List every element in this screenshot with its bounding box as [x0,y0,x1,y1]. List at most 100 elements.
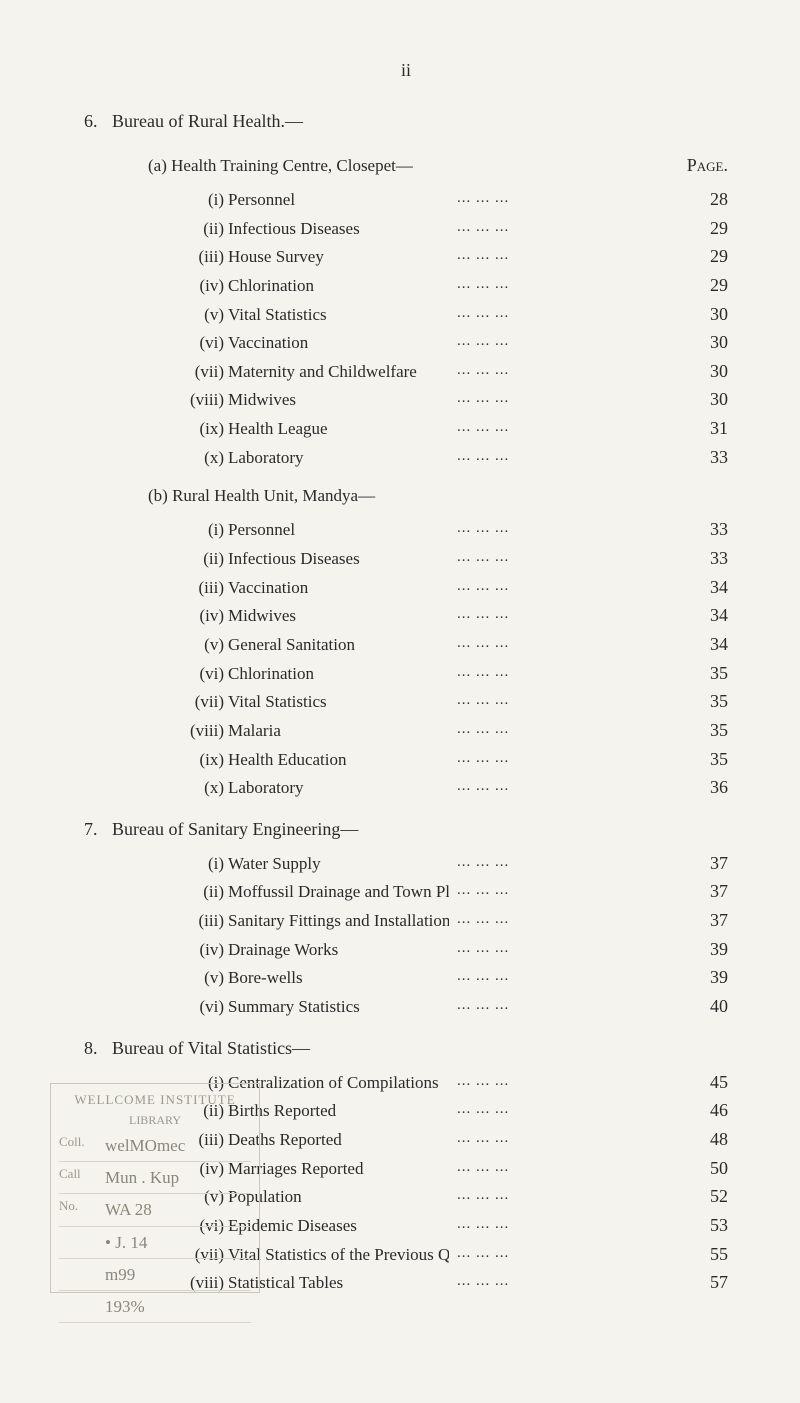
item-page-number: 39 [686,936,728,962]
item-label: Births Reported [228,1099,449,1124]
item-label: Vaccination [228,331,449,356]
item-label: Laboratory [228,776,449,801]
item-label: Vital Statistics [228,303,449,328]
item-roman: (ix) [176,417,228,442]
item-label: Chlorination [228,274,449,299]
item-page-number: 29 [686,272,728,298]
stamp-line2: LIBRARY [59,1111,251,1130]
leader-dots [457,1128,678,1145]
toc-item-row: (iii) Sanitary Fittings and Installation… [176,907,728,934]
leader-dots [457,852,678,869]
stamp-row-value: 193% [105,1293,251,1320]
item-roman: (viii) [176,388,228,413]
item-label: Vaccination [228,576,449,601]
stamp-row: • J. 14 [59,1227,251,1259]
item-page-number: 57 [686,1269,728,1295]
item-roman: (i) [176,518,228,543]
item-roman: (iii) [176,576,228,601]
item-label: Personnel [228,518,449,543]
library-stamp: WELLCOME INSTITUTE LIBRARY Coll.welMOmec… [50,1083,260,1293]
leader-dots [457,748,678,765]
section-title: Bureau of Vital Statistics— [112,1038,728,1059]
stamp-row-label: No. [59,1196,99,1223]
item-page-number: 53 [686,1212,728,1238]
leader-dots [457,331,678,348]
leader-dots [457,446,678,463]
toc-item-row: (ix) Health League 31 [176,415,728,442]
toc-item-row: (x) Laboratory36 [176,774,728,801]
section-number: 8. [84,1038,112,1059]
item-label: House Survey [228,245,449,270]
item-roman: (v) [176,966,228,991]
item-roman: (vii) [176,690,228,715]
item-page-number: 34 [686,631,728,657]
item-label: Laboratory [228,446,449,471]
item-roman: (iii) [176,909,228,934]
leader-dots [457,303,678,320]
item-label: Personnel [228,188,449,213]
stamp-row-label [59,1293,99,1320]
leader-dots [457,274,678,291]
item-page-number: 35 [686,688,728,714]
toc-item-row: (vii) Vital Statistics 35 [176,688,728,715]
leader-dots [457,633,678,650]
item-page-number: 39 [686,964,728,990]
leader-dots [457,995,678,1012]
item-roman: (iv) [176,604,228,629]
item-roman: (i) [176,852,228,877]
leader-dots [457,547,678,564]
stamp-row-label: Call [59,1164,99,1191]
item-page-number: 30 [686,358,728,384]
item-label: Drainage Works [228,938,449,963]
item-page-number: 36 [686,774,728,800]
stamp-row-label [59,1229,99,1256]
item-label: Health League [228,417,449,442]
leader-dots [457,880,678,897]
leader-dots [457,518,678,535]
stamp-row-value: Mun . Kup [105,1164,251,1191]
toc-item-row: (iv) Chlorination 29 [176,272,728,299]
item-label: Health Education [228,748,449,773]
stamp-row-value: welMOmec [105,1132,251,1159]
item-roman: (iii) [176,245,228,270]
item-page-number: 30 [686,301,728,327]
item-page-number: 37 [686,850,728,876]
item-label: Epidemic Diseases [228,1214,449,1239]
item-label: Bore-wells [228,966,449,991]
stamp-row: m99 [59,1259,251,1291]
leader-dots [457,719,678,736]
toc-item-row: (v) Bore-wells 39 [176,964,728,991]
item-label: Population [228,1185,449,1210]
leader-dots [457,1071,678,1088]
item-page-number: 45 [686,1069,728,1095]
leader-dots [457,1271,678,1288]
item-label: Statistical Tables [228,1271,449,1296]
stamp-row-value: m99 [105,1261,251,1288]
item-roman: (ii) [176,217,228,242]
toc-item-row: (viii) Malaria35 [176,717,728,744]
item-label: Marriages Reported [228,1157,449,1182]
toc-item-row: (viii) Midwives30 [176,386,728,413]
toc-item-row: (vi) Summary Statistics40 [176,993,728,1020]
stamp-line1: WELLCOME INSTITUTE [59,1090,251,1111]
item-label: Moffussil Drainage and Town Planning [228,880,449,905]
item-page-number: 37 [686,878,728,904]
item-label: General Sanitation [228,633,449,658]
item-page-number: 33 [686,545,728,571]
leader-dots [457,909,678,926]
leader-dots [457,604,678,621]
item-label: Sanitary Fittings and Installations [228,909,449,934]
item-roman: (vi) [176,331,228,356]
section-heading: 8.Bureau of Vital Statistics— [84,1038,728,1059]
item-label: Chlorination [228,662,449,687]
item-page-number: 52 [686,1183,728,1209]
item-roman: (iv) [176,938,228,963]
toc-item-row: (x) Laboratory33 [176,444,728,471]
item-label: Vital Statistics [228,690,449,715]
toc-item-row: (vii) Maternity and Childwelfare30 [176,358,728,385]
item-roman: (iv) [176,274,228,299]
item-page-number: 31 [686,415,728,441]
item-page-number: 29 [686,215,728,241]
section-title: Bureau of Sanitary Engineering— [112,819,728,840]
item-page-number: 35 [686,717,728,743]
